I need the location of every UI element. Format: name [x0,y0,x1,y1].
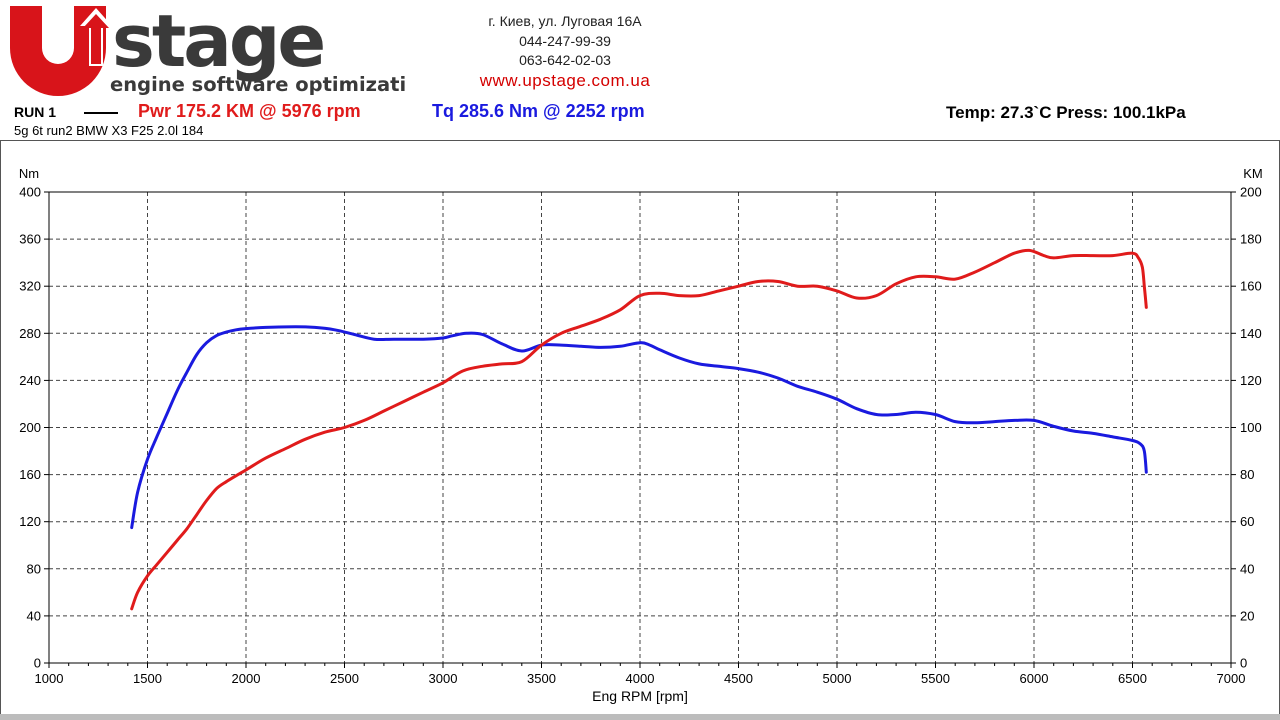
dyno-chart: 1000 1500 2000 2500 3000 3500 4000 4500 5000 5500… [19,166,1263,704]
y-right-tick-label: 60 [1240,514,1254,529]
y-right-axis-label: KM [1243,166,1263,181]
x-tick-label: 6000 [1020,671,1049,686]
chart-frame: 1000 1500 2000 2500 3000 3500 4000 4500 5000 5500… [0,140,1280,716]
x-axis-label: Eng RPM [rpm] [592,688,688,704]
x-tick-label: 4500 [724,671,753,686]
logo-tagline: engine software optimization [110,73,406,96]
y-right-tick-label: 200 [1240,185,1262,200]
run-summary: RUN 1 Pwr 175.2 KM @ 5976 rpm Tq 285.6 N… [0,101,1280,125]
y-left-tick-label: 160 [19,467,41,482]
run-subtitle: 5g 6t run2 BMW X3 F25 2.0l 184 [14,123,204,138]
phone-1: 044-247-99-39 [519,32,611,49]
y-right-tick-label: 20 [1240,608,1254,623]
x-tick-label: 5500 [921,671,950,686]
y-left-tick-label: 0 [34,656,41,671]
y-right-tick-label: 40 [1240,561,1254,576]
y-right-tick-label: 80 [1240,467,1254,482]
y-left-tick-label: 80 [27,561,41,576]
x-tick-label: 2000 [232,671,261,686]
power-summary: Pwr 175.2 KM @ 5976 rpm [138,101,361,121]
run-label: RUN 1 [14,104,57,120]
y-left-tick-label: 280 [19,326,41,341]
logo-u-mark [10,6,112,96]
y-right-tick-label: 180 [1240,232,1262,247]
y-left-tick-label: 400 [19,185,41,200]
address: г. Киев, ул. Луговая 16А [488,13,642,29]
torque-summary: Tq 285.6 Nm @ 2252 rpm [432,101,645,121]
bottom-bar [0,714,1280,720]
x-tick-label: 5000 [823,671,852,686]
x-tick-label: 4000 [626,671,655,686]
y-left-tick-label: 200 [19,420,41,435]
y-left-tick-label: 240 [19,373,41,388]
contact-block: г. Киев, ул. Луговая 16А 044-247-99-39 0… [420,12,710,90]
x-tick-label: 1500 [133,671,162,686]
x-tick-label: 2500 [330,671,359,686]
run-line-swatch [84,112,118,114]
x-tick-label: 6500 [1118,671,1147,686]
x-tick-label: 3000 [429,671,458,686]
phone-2: 063-642-02-03 [519,52,611,68]
y-left-tick-label: 360 [19,232,41,247]
website-link[interactable]: www.upstage.com.ua [479,70,651,90]
x-tick-label: 3500 [527,671,556,686]
conditions: Temp: 27.3`C Press: 100.1kPa [946,103,1186,122]
svg-text:stage: stage [112,4,323,83]
y-right-tick-label: 120 [1240,373,1262,388]
upstage-logo: stage engine software optimization [10,4,406,96]
series-line-pwr [130,248,1148,611]
x-tick-label: 1000 [35,671,64,686]
y-right-tick-label: 0 [1240,656,1247,671]
y-right-tick-label: 100 [1240,420,1262,435]
y-left-tick-label: 120 [19,514,41,529]
y-left-tick-label: 320 [19,279,41,294]
y-left-axis-label: Nm [19,166,39,181]
y-right-tick-label: 140 [1240,326,1262,341]
x-tick-label: 7000 [1217,671,1246,686]
series-line-tq [130,325,1148,530]
y-left-tick-label: 40 [27,608,41,623]
y-right-tick-label: 160 [1240,279,1262,294]
